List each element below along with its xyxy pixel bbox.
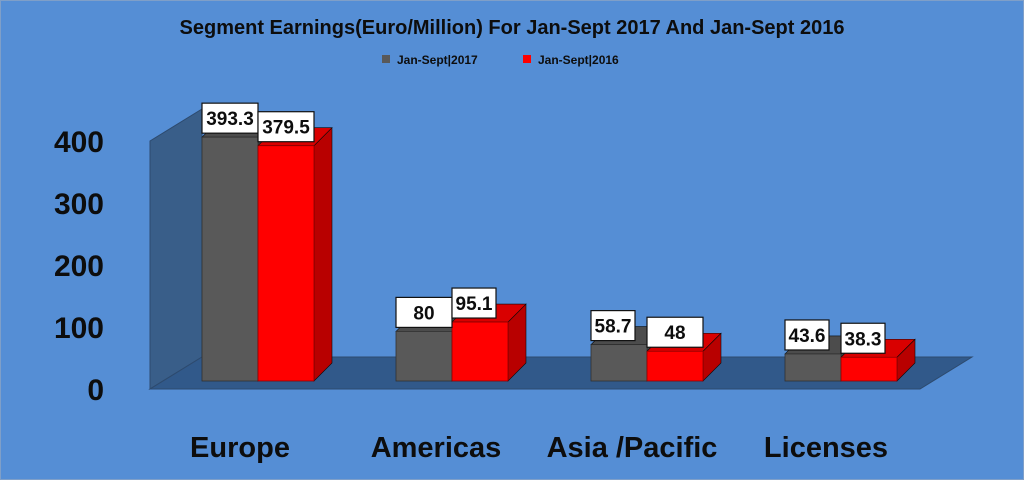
side-wall — [149, 108, 203, 390]
floor — [148, 356, 974, 390]
legend: Jan-Sept|2017 Jan-Sept|2016 — [382, 53, 619, 67]
bar — [451, 321, 509, 382]
bar-side — [313, 126, 333, 382]
data-label-box — [840, 322, 886, 354]
data-label: 38.3 — [845, 329, 882, 350]
bar — [395, 330, 453, 382]
data-label-box — [784, 319, 830, 351]
x-tick-label: Asia /Pacific — [547, 432, 718, 464]
legend-label: Jan-Sept|2017 — [397, 53, 478, 67]
data-label: 58.7 — [595, 317, 632, 338]
data-label-box — [201, 102, 259, 134]
x-axis: Europe Americas Asia /Pacific Licenses — [190, 432, 888, 464]
bar — [201, 136, 259, 382]
bar — [257, 145, 315, 382]
y-tick-label: 100 — [54, 312, 104, 345]
x-tick-label: Americas — [371, 432, 502, 464]
y-tick-label: 400 — [54, 126, 104, 159]
data-label: 48 — [664, 323, 685, 344]
plot-area: 393.3 379.5 80 95.1 58.7 48 43.6 38.3 — [148, 102, 974, 390]
bar — [840, 356, 898, 382]
x-tick-label: Europe — [190, 432, 290, 464]
data-label-box — [646, 316, 704, 348]
data-label-box — [590, 310, 636, 342]
y-tick-label: 200 — [54, 250, 104, 283]
y-tick-label: 0 — [87, 374, 104, 407]
legend-swatch — [382, 55, 390, 63]
data-label-box — [257, 111, 315, 143]
legend-swatch — [523, 55, 531, 63]
bar — [646, 350, 704, 382]
y-tick-label: 300 — [54, 188, 104, 221]
data-label-box — [451, 287, 497, 319]
data-label: 95.1 — [456, 294, 493, 315]
chart-title: Segment Earnings(Euro/Million) For Jan-S… — [180, 17, 845, 39]
data-label: 43.6 — [789, 326, 826, 347]
legend-label: Jan-Sept|2016 — [538, 53, 619, 67]
bar — [784, 353, 842, 382]
data-label: 393.3 — [206, 109, 254, 130]
x-tick-label: Licenses — [764, 432, 888, 464]
data-label: 379.5 — [262, 118, 310, 139]
y-axis: 0 100 200 300 400 — [54, 126, 104, 407]
bar — [590, 344, 648, 382]
data-label: 80 — [413, 303, 434, 324]
